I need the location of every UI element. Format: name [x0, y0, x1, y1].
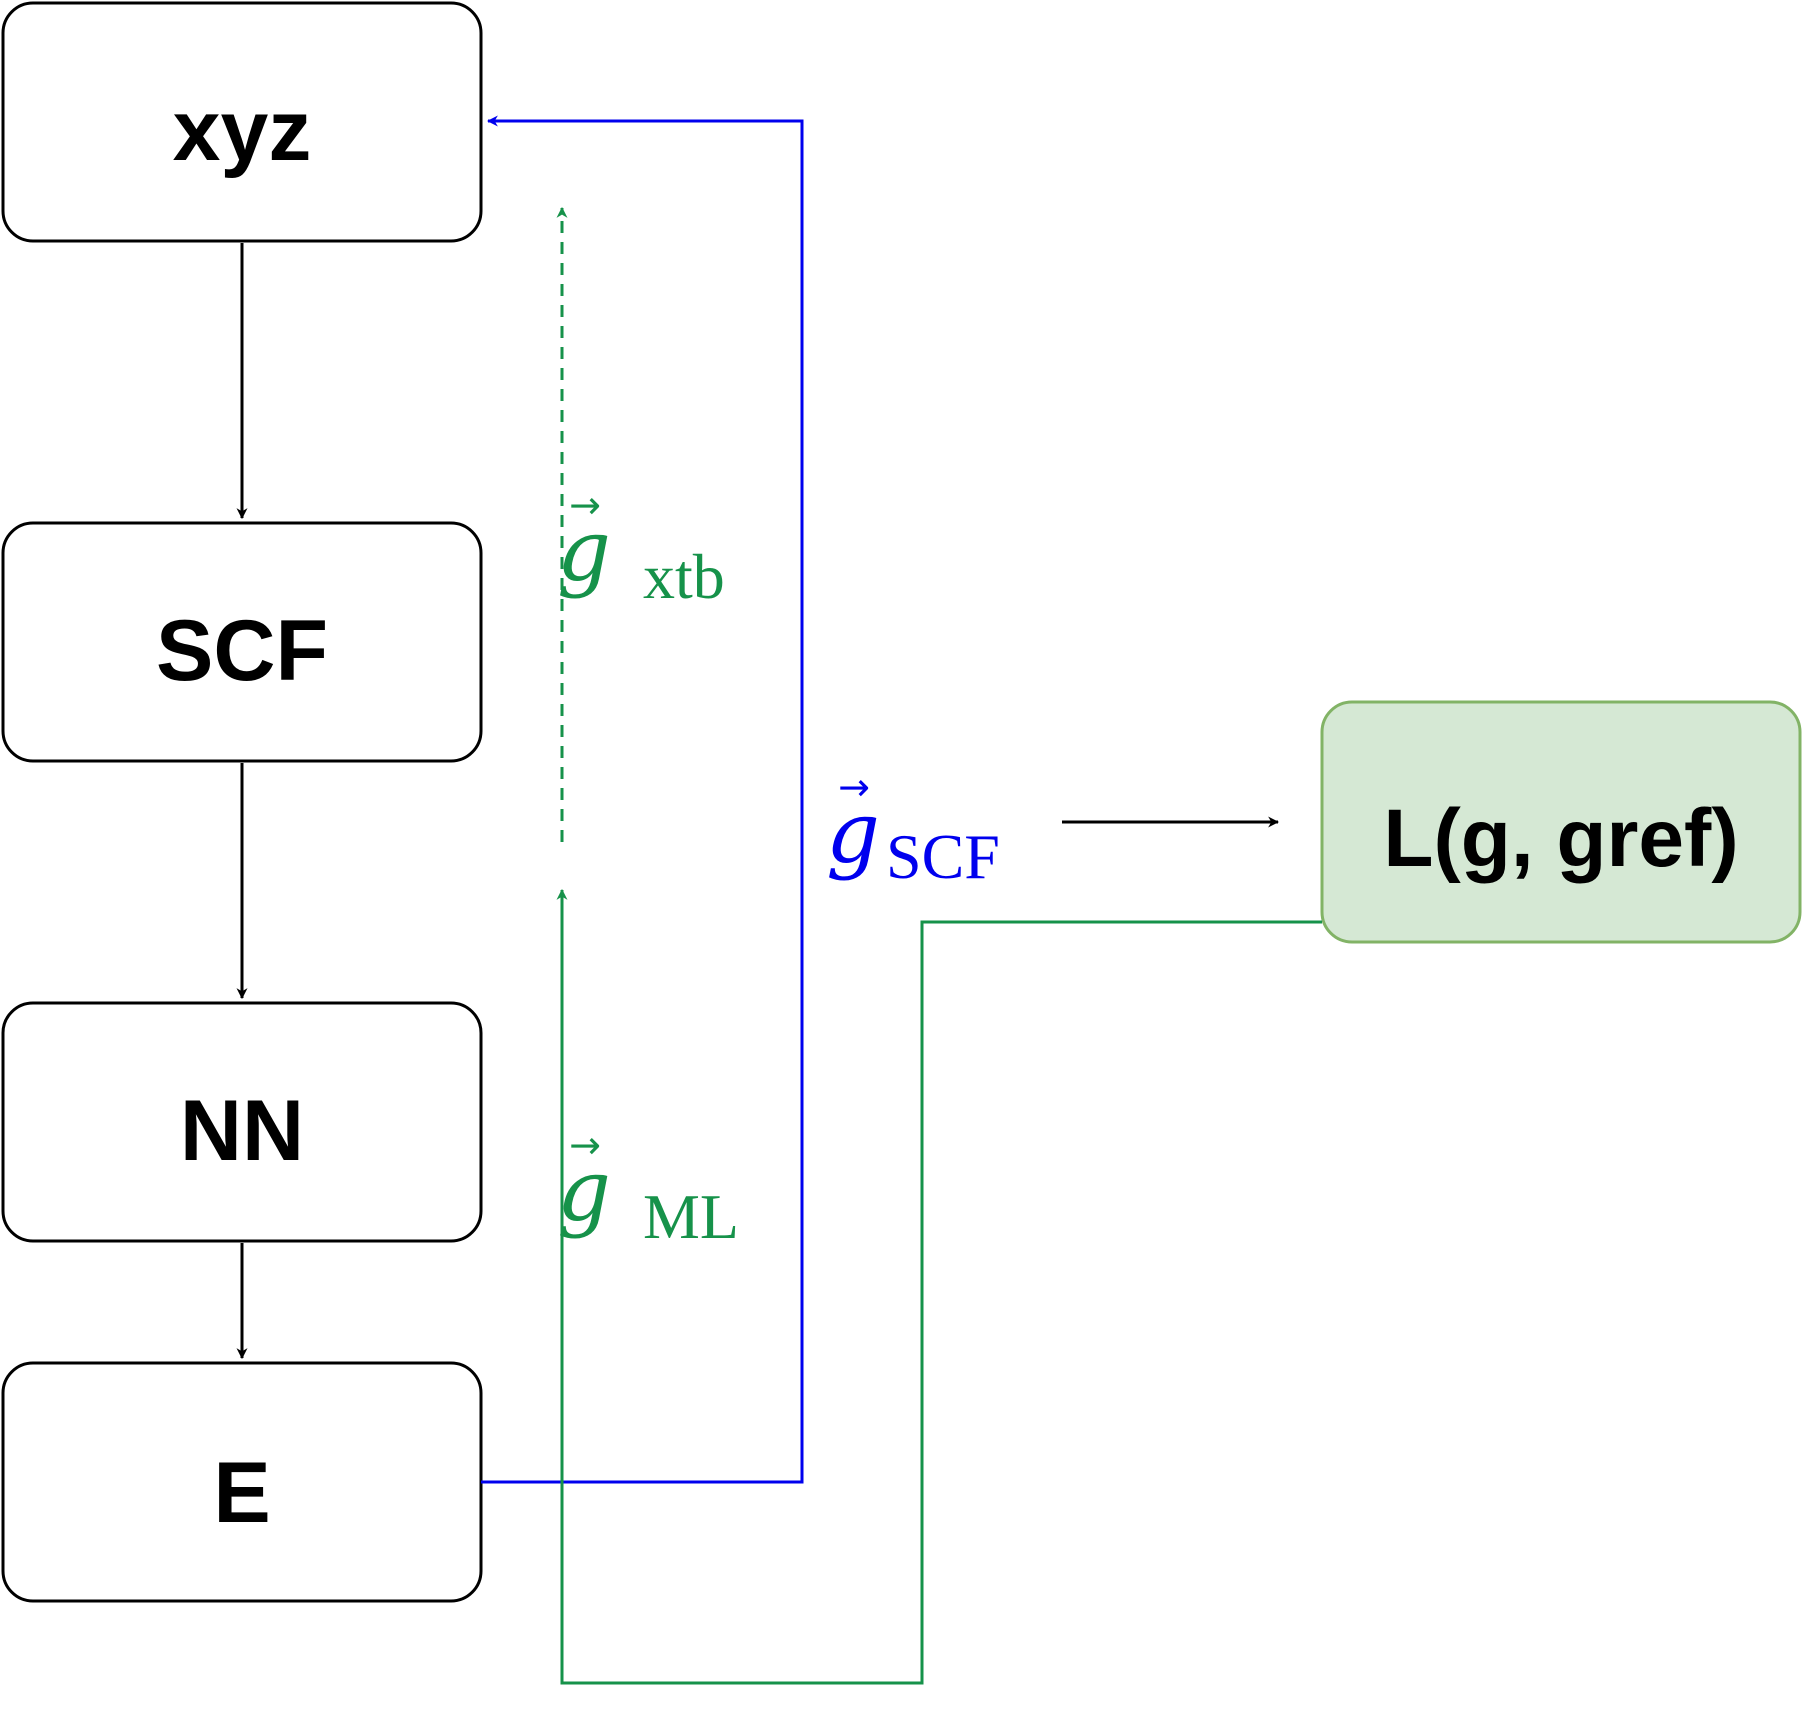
vector-arrow-icon: → — [838, 765, 870, 809]
gradient-ml-subscript: ML — [643, 1181, 739, 1252]
node-e-label: E — [213, 1445, 270, 1541]
node-nn-label: NN — [180, 1083, 304, 1179]
vector-arrow-icon: → — [569, 483, 601, 527]
label-gradient-scf: → g SCF — [826, 765, 1000, 892]
vector-arrow-icon: → — [569, 1123, 601, 1167]
gradient-ml-symbol: g — [557, 1142, 611, 1240]
label-gradient-ml: → g ML — [557, 1123, 739, 1252]
gradient-scf-symbol: g — [826, 784, 880, 882]
label-gradient-xtb: → g xtb — [557, 483, 725, 612]
gradient-scf-subscript: SCF — [886, 821, 1000, 892]
edge-e-to-xyz-scf-gradient — [481, 115, 804, 1484]
gradient-xtb-symbol: g — [557, 502, 611, 600]
node-scf: SCF — [1, 521, 483, 763]
node-xyz-label: xyz — [173, 83, 312, 179]
node-loss-label: L(g, gref) — [1383, 793, 1738, 884]
node-e: E — [1, 1361, 483, 1603]
node-xyz: xyz — [1, 1, 483, 243]
node-loss: L(g, gref) — [1320, 700, 1802, 944]
gradient-xtb-subscript: xtb — [643, 541, 725, 612]
edge-loss-to-ml-gradient — [556, 888, 1322, 1685]
node-scf-label: SCF — [156, 603, 328, 699]
node-nn: NN — [1, 1001, 483, 1243]
